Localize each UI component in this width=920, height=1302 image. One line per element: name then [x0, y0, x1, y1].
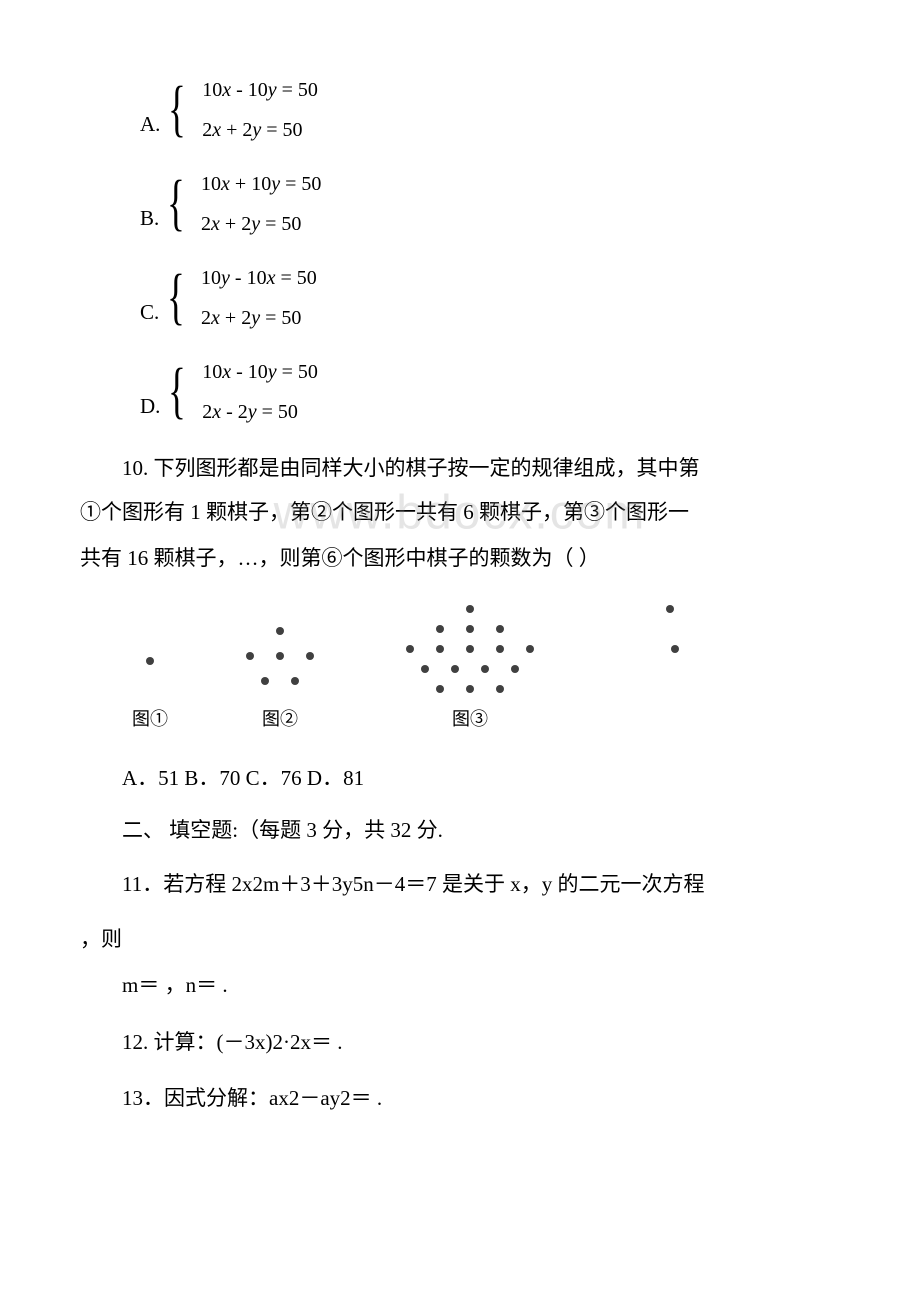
option-b-brace: { 10x + 10y = 50 2x + 2y = 50 [167, 164, 321, 244]
figure-2: 图② [230, 621, 330, 734]
q11-line2: ，则 [80, 921, 840, 959]
q11-text1: 11．若方程 2x2m＋3＋3y5n－4＝7 是关于 x，y 的二元一次方程 [122, 872, 705, 896]
q10-line1: 10. 下列图形都是由同样大小的棋子按一定的规律组成，其中第 [80, 450, 840, 488]
figure-1: 图① [130, 631, 170, 734]
figure-partial [650, 601, 680, 734]
option-c-label: C. [140, 296, 159, 338]
q11-line3: m＝ ，n＝ . [80, 969, 840, 1003]
option-c: C. { 10y - 10x = 50 2x + 2y = 50 [140, 258, 840, 338]
figure-1-label: 图① [132, 705, 168, 734]
figure-partial-svg [650, 601, 680, 697]
figure-3: 图③ [390, 601, 550, 734]
q10-answers: A．51 B．70 C．76 D．81 [80, 762, 840, 796]
figure-2-svg [230, 621, 330, 697]
option-d-label: D. [140, 390, 160, 432]
figure-partial-label [663, 705, 668, 734]
q10-text3: 个图形一共有 6 颗棋子，第 [332, 500, 584, 524]
q10-text5: 共有 16 颗棋子，…，则第 [80, 546, 322, 570]
option-a-equations: 10x - 10y = 50 2x + 2y = 50 [202, 70, 318, 150]
left-brace: { [168, 364, 186, 420]
option-c-brace: { 10y - 10x = 50 2x + 2y = 50 [167, 258, 317, 338]
left-brace: { [168, 82, 186, 138]
option-c-equations: 10y - 10x = 50 2x + 2y = 50 [201, 258, 317, 338]
q10-line2: ①个图形有 1 颗棋子，第②个图形一共有 6 颗棋子，第③个图形一 [80, 494, 840, 532]
q10-line3: 共有 16 颗棋子，…，则第⑥个图形中棋子的颗数为（ ） [80, 540, 840, 578]
figure-3-label: 图③ [452, 705, 488, 734]
option-a-label: A. [140, 108, 160, 150]
option-a-brace: { 10x - 10y = 50 2x + 2y = 50 [168, 70, 318, 150]
section-2-header: 二、 填空题:（每题 3 分，共 32 分. [80, 814, 840, 848]
q10-text2: 个图形有 1 颗棋子，第 [101, 500, 311, 524]
option-a-eq2: 2x + 2y = 50 [202, 110, 318, 150]
option-b-equations: 10x + 10y = 50 2x + 2y = 50 [201, 164, 321, 244]
option-b: B. { 10x + 10y = 50 2x + 2y = 50 [140, 164, 840, 244]
option-a: A. { 10x - 10y = 50 2x + 2y = 50 [140, 70, 840, 150]
q10-text6: 个图形中棋子的颗数为（ ） [343, 546, 600, 570]
q13: 13．因式分解：ax2－ay2＝ . [80, 1079, 840, 1119]
q11-line1: 11．若方程 2x2m＋3＋3y5n－4＝7 是关于 x，y 的二元一次方程 [80, 865, 840, 905]
circle-6-icon: ⑥ [322, 546, 343, 570]
option-d: D. { 10x - 10y = 50 2x - 2y = 50 [140, 352, 840, 432]
circle-2-icon: ② [311, 500, 332, 524]
option-c-eq1: 10y - 10x = 50 [201, 258, 317, 298]
option-c-eq2: 2x + 2y = 50 [201, 298, 317, 338]
option-d-eq2: 2x - 2y = 50 [202, 392, 318, 432]
option-b-eq1: 10x + 10y = 50 [201, 164, 321, 204]
option-b-eq2: 2x + 2y = 50 [201, 204, 321, 244]
option-b-label: B. [140, 202, 159, 244]
circle-1-icon: ① [80, 500, 101, 524]
figure-2-label: 图② [262, 705, 298, 734]
figures-row: 图① 图② 图③ [130, 601, 840, 734]
q10-text1: 10. 下列图形都是由同样大小的棋子按一定的规律组成，其中第 [122, 456, 700, 480]
left-brace: { [167, 176, 185, 232]
circle-3-icon: ③ [584, 500, 605, 524]
q12: 12. 计算：(－3x)2·2x＝ . [80, 1023, 840, 1063]
q10-text4: 个图形一 [605, 500, 689, 524]
figure-3-svg [390, 601, 550, 697]
option-d-brace: { 10x - 10y = 50 2x - 2y = 50 [168, 352, 318, 432]
figure-1-svg [130, 631, 170, 697]
option-d-eq1: 10x - 10y = 50 [202, 352, 318, 392]
left-brace: { [167, 270, 185, 326]
option-a-eq1: 10x - 10y = 50 [202, 70, 318, 110]
option-d-equations: 10x - 10y = 50 2x - 2y = 50 [202, 352, 318, 432]
q10-container: 10. 下列图形都是由同样大小的棋子按一定的规律组成，其中第 ①个图形有 1 颗… [80, 450, 840, 577]
